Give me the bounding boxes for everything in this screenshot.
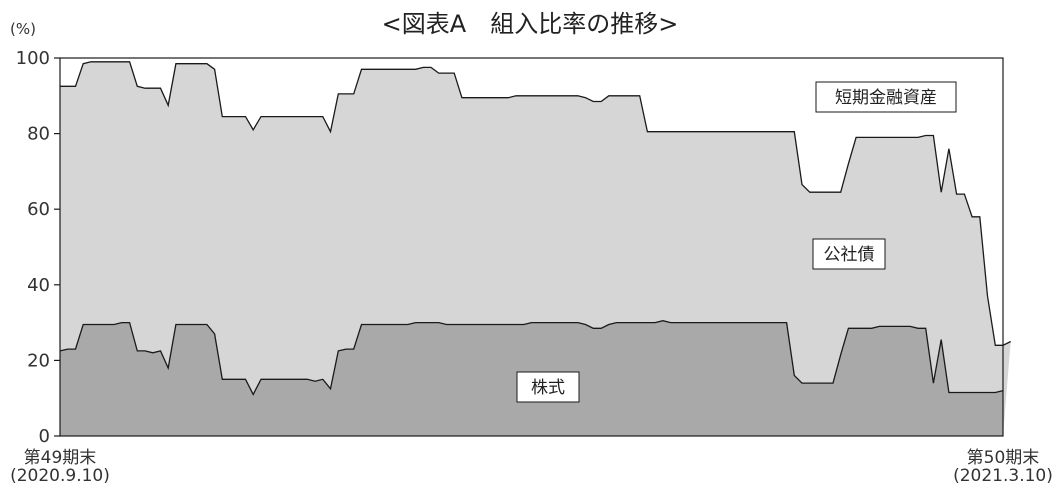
x-start-period-label: 第49期末 <box>24 448 97 468</box>
plot-frame <box>59 57 1004 437</box>
x-start-date-label: (2020.9.10) <box>10 466 110 485</box>
short-term-label-box <box>815 81 957 113</box>
y-axis: 0 20 40 60 80 100 <box>16 48 60 447</box>
y-tick-label: 40 <box>27 275 50 296</box>
x-axis: 第49期末(2020.9.10) 第50期末(2021.3.10) <box>10 448 1053 485</box>
bond-label-box <box>812 238 886 270</box>
y-tick-label: 20 <box>27 350 50 371</box>
y-axis-unit: (%) <box>10 20 36 38</box>
chart-title: <図表A 組入比率の推移> <box>382 10 679 38</box>
stock-label: 株式 <box>531 378 565 398</box>
y-tick-label: 60 <box>27 199 50 220</box>
stock-label-box <box>516 371 580 403</box>
y-tick-label: 80 <box>27 124 50 145</box>
bond-line <box>60 61 1011 346</box>
short-term-label: 短期金融資産 <box>835 88 937 108</box>
plot-border <box>59 57 1004 437</box>
y-tick-label: 0 <box>39 426 50 447</box>
x-end-date-label: (2021.3.10) <box>953 466 1053 485</box>
x-end-period-label: 第50期末 <box>967 448 1040 468</box>
bond-label: 公社債 <box>824 245 875 265</box>
stock-line <box>59 320 1004 396</box>
y-tick-label: 100 <box>16 48 50 69</box>
